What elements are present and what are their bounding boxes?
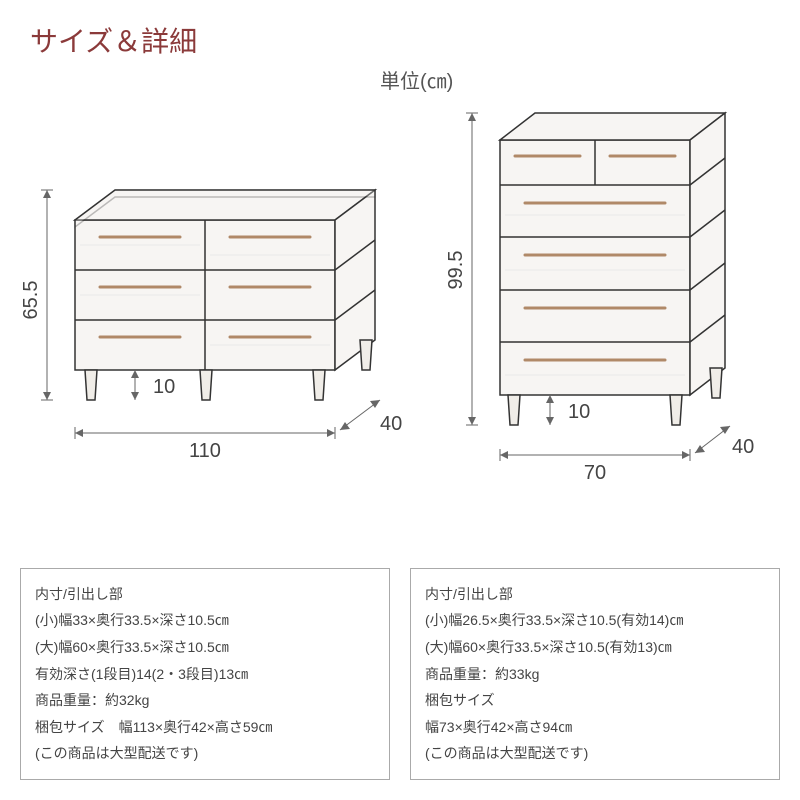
- spec-line: 梱包サイズ: [425, 687, 765, 714]
- spec-line: 幅73×奥行42×高さ94㎝: [425, 714, 765, 741]
- spec-box-left: 内寸/引出し部 (小)幅33×奥行33.5×深さ10.5㎝ (大)幅60×奥行3…: [20, 568, 390, 780]
- right-depth-label: 40: [732, 436, 754, 458]
- right-height-label: 99.5: [445, 251, 467, 290]
- left-leg-label: 10: [153, 376, 175, 398]
- dimension-diagrams: 65.5 10 110 40: [0, 95, 800, 495]
- spec-box-right: 内寸/引出し部 (小)幅26.5×奥行33.5×深さ10.5(有効14)㎝ (大…: [410, 568, 780, 780]
- spec-line: 商品重量：約33kg: [425, 661, 765, 688]
- left-chest-diagram: 65.5 10 110 40: [20, 190, 402, 462]
- left-depth-label: 40: [380, 413, 402, 435]
- spec-boxes: 内寸/引出し部 (小)幅33×奥行33.5×深さ10.5㎝ (大)幅60×奥行3…: [20, 568, 780, 780]
- spec-line: (大)幅60×奥行33.5×深さ10.5(有効13)㎝: [425, 634, 765, 661]
- unit-label: 単位(㎝): [380, 65, 453, 94]
- spec-line: (この商品は大型配送です): [425, 740, 765, 767]
- spec-line: (小)幅33×奥行33.5×深さ10.5㎝: [35, 607, 375, 634]
- spec-line: 内寸/引出し部: [35, 581, 375, 608]
- spec-line: 商品重量：約32kg: [35, 687, 375, 714]
- spec-line: 内寸/引出し部: [425, 581, 765, 608]
- spec-line: 有効深さ(1段目)14(2・3段目)13㎝: [35, 661, 375, 688]
- right-leg-label: 10: [568, 401, 590, 423]
- spec-line: 梱包サイズ 幅113×奥行42×高さ59㎝: [35, 714, 375, 741]
- left-width-label: 110: [189, 440, 221, 462]
- left-height-label: 65.5: [20, 281, 42, 320]
- spec-line: (小)幅26.5×奥行33.5×深さ10.5(有効14)㎝: [425, 607, 765, 634]
- right-width-label: 70: [584, 462, 606, 484]
- spec-line: (この商品は大型配送です): [35, 740, 375, 767]
- page-title: サイズ＆詳細: [30, 20, 197, 60]
- right-chest-diagram: 99.5 10 70 40: [445, 113, 754, 484]
- spec-line: (大)幅60×奥行33.5×深さ10.5㎝: [35, 634, 375, 661]
